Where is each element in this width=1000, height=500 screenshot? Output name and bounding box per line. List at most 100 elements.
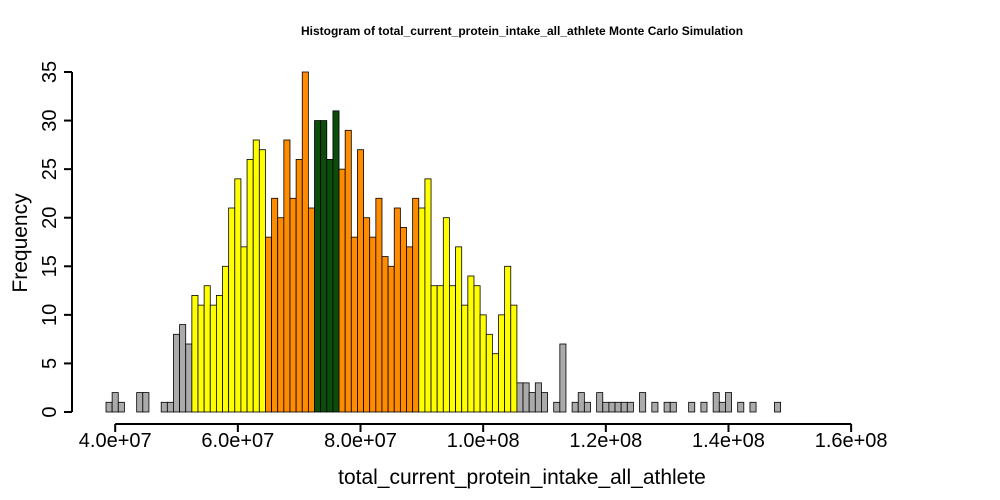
histogram-bar	[602, 401, 610, 413]
histogram-bar	[203, 285, 211, 413]
y-tick-label: 0	[39, 406, 61, 417]
histogram-bar	[369, 236, 377, 413]
histogram-bar	[688, 401, 696, 413]
y-tick-label: 5	[39, 358, 61, 369]
y-axis-label: Frequency	[9, 193, 32, 293]
histogram-bar	[111, 392, 119, 413]
x-tick-label: 1.0e+08	[447, 430, 520, 452]
histogram-bar	[289, 197, 297, 413]
histogram-bar	[534, 382, 542, 413]
histogram-bar	[449, 285, 456, 413]
y-tick-label: 35	[39, 61, 61, 83]
histogram-bar	[393, 207, 401, 413]
histogram-bar	[485, 333, 493, 413]
histogram-bar	[700, 401, 708, 413]
histogram-bar	[338, 168, 346, 413]
histogram-bar	[725, 392, 732, 413]
histogram-bar	[620, 401, 628, 413]
histogram-bar	[117, 401, 125, 413]
histogram-bar	[528, 392, 536, 413]
histogram-bar	[626, 401, 634, 413]
histogram-bar	[669, 401, 677, 413]
histogram-bar	[240, 246, 248, 413]
histogram-bar	[314, 120, 322, 413]
histogram-bar	[252, 139, 260, 413]
x-axis: 4.0e+07 6.0e+07 8.0e+07 1.0e+08 1.2e+08 1.4e+…	[79, 423, 888, 452]
histogram-bar	[387, 265, 395, 413]
histogram-bar	[350, 236, 358, 413]
histogram-bar	[301, 71, 309, 413]
histogram-bar	[265, 236, 272, 413]
histogram-bar	[559, 343, 567, 413]
histogram-bar	[344, 129, 352, 413]
histogram-bar	[541, 392, 548, 413]
histogram-bar	[412, 197, 420, 413]
histogram-bar	[191, 295, 199, 413]
histogram-bar	[283, 139, 291, 413]
histogram-bar	[436, 285, 444, 413]
histogram-bars	[105, 71, 782, 413]
histogram-bar	[363, 217, 371, 413]
histogram-bar	[234, 178, 242, 413]
x-tick-label: 6.0e+07	[201, 430, 274, 452]
chart-title: Histogram of total_current_protein_intak…	[301, 24, 743, 38]
histogram-bar	[173, 333, 180, 413]
x-tick-label: 1.2e+08	[569, 430, 642, 452]
histogram-bar	[639, 392, 647, 413]
histogram-bar	[136, 392, 144, 413]
histogram-bar	[197, 304, 205, 413]
histogram-bar	[320, 120, 328, 413]
histogram-bar	[522, 382, 530, 413]
x-tick-label: 1.4e+08	[692, 430, 765, 452]
histogram-bar	[553, 401, 561, 413]
histogram-bar	[271, 197, 279, 413]
histogram-bar	[712, 392, 720, 413]
x-axis-label: total_current_protein_intake_all_athlete	[338, 466, 706, 489]
x-tick-label: 8.0e+07	[324, 430, 397, 452]
histogram-bar	[577, 392, 585, 413]
histogram-bar	[222, 265, 230, 413]
histogram-bar	[424, 178, 432, 413]
histogram-bar	[749, 401, 757, 413]
histogram-bar	[209, 304, 217, 413]
y-tick-label: 10	[39, 304, 61, 326]
histogram-bar	[142, 392, 150, 413]
histogram-bar	[357, 149, 364, 413]
y-tick-label: 25	[39, 158, 61, 180]
histogram-bar	[571, 401, 579, 413]
histogram-bar	[614, 401, 622, 413]
histogram-bar	[307, 207, 315, 413]
histogram-bar	[277, 217, 285, 413]
histogram-bar	[491, 353, 499, 413]
histogram-bar	[498, 314, 506, 413]
histogram-bar	[295, 159, 303, 413]
histogram-bar	[467, 275, 475, 413]
x-tick-label: 4.0e+07	[79, 430, 152, 452]
histogram-bar	[651, 401, 659, 413]
histogram-bar	[179, 324, 187, 413]
y-tick-label: 30	[39, 109, 61, 131]
histogram-bar	[516, 382, 524, 413]
histogram-bar	[258, 149, 266, 413]
histogram-bar	[228, 207, 236, 413]
histogram-bar	[608, 401, 616, 413]
histogram-bar	[246, 159, 254, 413]
histogram-bar	[455, 246, 463, 413]
histogram-bar	[399, 227, 407, 413]
histogram-bar	[215, 295, 223, 413]
histogram-bar	[479, 314, 487, 413]
y-axis: 0 5 10 15 20 25 30 35	[39, 61, 73, 418]
histogram-bar	[105, 401, 113, 413]
y-tick-label: 15	[39, 255, 61, 277]
histogram-bar	[332, 110, 340, 413]
histogram-bar	[583, 401, 591, 413]
histogram-bar	[510, 304, 518, 413]
histogram-bar	[326, 159, 334, 413]
histogram-bar	[418, 207, 426, 413]
histogram-bar	[185, 343, 193, 413]
histogram-bar	[442, 217, 450, 413]
histogram-bar	[160, 401, 168, 413]
histogram-bar	[718, 401, 726, 413]
histogram-bar	[381, 256, 389, 413]
y-tick-label: 20	[39, 207, 61, 229]
